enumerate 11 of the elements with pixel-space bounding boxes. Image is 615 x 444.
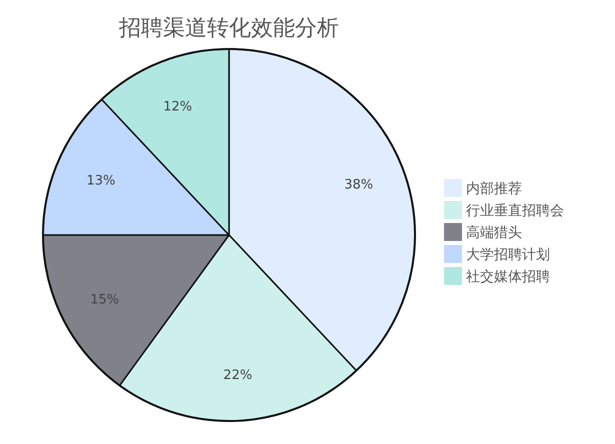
legend-label: 社交媒体招聘 [466, 269, 550, 285]
legend-label: 高端猎头 [466, 225, 522, 241]
data-label: 22% [223, 368, 252, 384]
data-label: 13% [86, 174, 116, 189]
legend-label: 大学招聘计划 [466, 247, 550, 263]
data-label: 38% [344, 178, 374, 193]
legend-label: 内部推荐 [466, 181, 522, 197]
data-label: 15% [90, 292, 120, 308]
chart-title: 招聘渠道转化效能分析 [118, 16, 339, 41]
legend-label: 行业垂直招聘会 [466, 203, 564, 219]
data-label: 12% [163, 99, 192, 114]
